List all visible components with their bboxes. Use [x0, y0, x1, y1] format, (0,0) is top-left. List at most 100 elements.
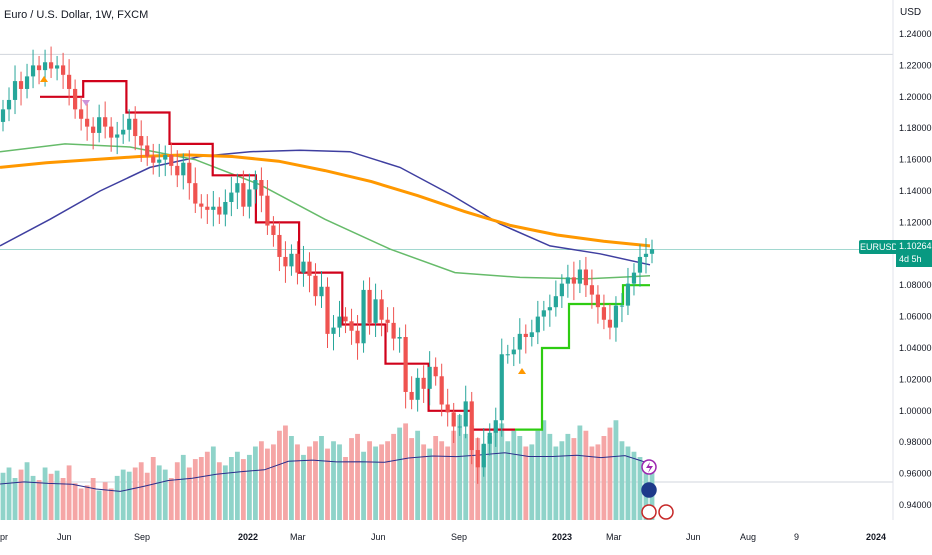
- candle-body: [613, 305, 619, 328]
- volume-bar: [96, 490, 102, 520]
- volume-bar: [289, 436, 294, 520]
- candle-body: [163, 154, 168, 160]
- time-tick-label: pr: [0, 532, 8, 542]
- candle-body: [505, 354, 510, 356]
- volume-bar: [397, 427, 403, 520]
- candle-body: [433, 366, 438, 377]
- ma-green-line: [0, 143, 651, 280]
- volume-bar: [216, 462, 222, 520]
- candle-body: [547, 307, 552, 311]
- candle-body: [295, 253, 300, 273]
- candle-body: [415, 377, 420, 400]
- candle-body: [529, 332, 534, 338]
- candle-body: [577, 269, 582, 284]
- volume-bar: [313, 441, 318, 520]
- volume-bar: [271, 444, 276, 520]
- volume-bar: [24, 462, 30, 520]
- volume-bar: [523, 446, 529, 520]
- price-tick-label: 1.06000: [899, 312, 932, 322]
- time-tick-label: 2024: [866, 532, 886, 542]
- volume-bar: [457, 415, 463, 520]
- candle-body: [601, 307, 607, 320]
- candle-body: [331, 327, 336, 334]
- candle-body: [283, 256, 288, 267]
- volume-bar: [325, 448, 330, 520]
- volume-bar: [553, 446, 559, 520]
- price-tick-label: 1.16000: [899, 155, 932, 165]
- sell-signal-marker: [82, 100, 90, 106]
- candle-body: [133, 118, 138, 137]
- volume-bar: [295, 444, 300, 520]
- candle-body: [277, 234, 282, 257]
- price-tick-label: 1.04000: [899, 343, 932, 353]
- candle-body: [643, 253, 649, 257]
- volume-bar: [601, 436, 607, 520]
- candle-body: [649, 249, 655, 254]
- volume-bar: [222, 465, 228, 520]
- volume-bar: [481, 444, 487, 520]
- candle-body: [583, 269, 588, 286]
- volume-bar: [463, 433, 469, 520]
- last-price-value: 1.10264: [899, 241, 932, 251]
- candle-body: [145, 145, 150, 157]
- candle-body: [60, 65, 66, 75]
- candle-body: [619, 305, 625, 307]
- volume-bar: [132, 467, 138, 520]
- ma-navy-line: [0, 149, 651, 266]
- candle-body: [565, 277, 570, 284]
- volume-bar: [301, 454, 306, 520]
- volume-bar: [331, 441, 336, 520]
- volume-bar: [60, 478, 66, 520]
- candle-body: [313, 275, 318, 297]
- candle-body: [217, 206, 222, 215]
- volume-bar: [12, 478, 18, 520]
- bar-countdown: 4d 5h: [899, 254, 922, 264]
- volume-bar: [162, 469, 168, 520]
- candle-body: [205, 206, 210, 210]
- candle-body: [211, 206, 216, 210]
- candle-body: [0, 109, 6, 122]
- candle-body: [151, 156, 156, 163]
- candle-body: [361, 289, 366, 344]
- volume-bar: [349, 438, 354, 520]
- time-axis: pr Jun Sep 2022 Mar Jun Sep 2023 Mar Jun Aug 9 2024: [0, 532, 886, 542]
- candle-body: [457, 426, 462, 428]
- time-tick-label: Jun: [371, 532, 386, 542]
- candle-body: [30, 65, 36, 77]
- volume-bar: [120, 469, 126, 520]
- volume-bar: [559, 441, 565, 520]
- candle-body: [511, 349, 516, 355]
- candle-body: [451, 412, 456, 427]
- candle-body: [199, 203, 204, 207]
- volume-bar: [403, 423, 409, 520]
- time-tick-label: 2023: [552, 532, 572, 542]
- volume-bars: [0, 415, 655, 520]
- volume-bar: [307, 446, 312, 520]
- candle-body: [367, 289, 372, 323]
- volume-bar: [613, 420, 619, 520]
- candle-body: [42, 62, 48, 71]
- volume-average-line: [0, 452, 650, 492]
- volume-bar: [78, 488, 84, 520]
- volume-bar: [565, 433, 571, 520]
- trailing-stop-lines: [40, 80, 650, 431]
- volume-bar: [337, 444, 342, 520]
- candle-body: [139, 136, 144, 146]
- us-flag-icon-2: [658, 504, 674, 520]
- price-tick-label: 0.94000: [899, 500, 932, 510]
- price-tick-label: 1.12000: [899, 217, 932, 227]
- volume-bar: [277, 430, 282, 520]
- price-tick-label: 0.98000: [899, 437, 932, 447]
- volume-bar: [421, 444, 427, 520]
- last-price-badge: 1.10264 4d 5h: [896, 240, 932, 267]
- volume-bar: [228, 457, 234, 520]
- volume-bar: [589, 446, 595, 520]
- moving-averages: [0, 143, 651, 280]
- volume-bar: [427, 448, 433, 520]
- candle-body: [175, 165, 180, 176]
- price-tick-label: 0.96000: [899, 469, 932, 479]
- candle-body: [169, 154, 174, 166]
- candle-body: [187, 162, 192, 184]
